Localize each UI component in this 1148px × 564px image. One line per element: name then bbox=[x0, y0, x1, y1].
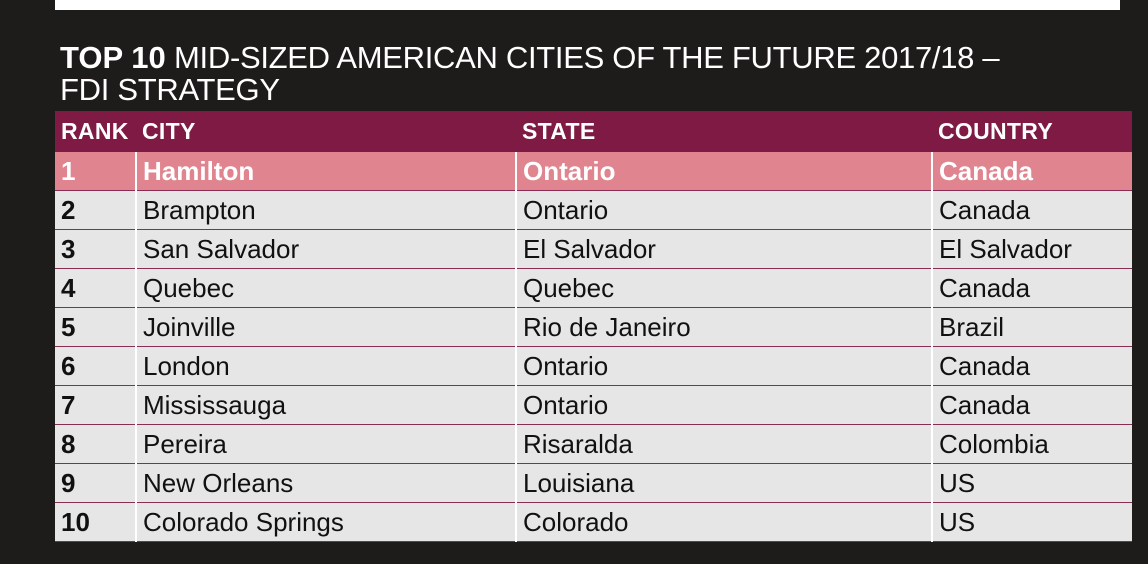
header-state: STATE bbox=[516, 111, 932, 152]
rank-cell: 1 bbox=[55, 152, 137, 191]
rank-cell: 4 bbox=[55, 268, 137, 308]
state-cell: Ontario bbox=[516, 152, 933, 191]
table-row: 9 New Orleans Louisiana US bbox=[55, 463, 1132, 503]
city-cell: Mississauga bbox=[136, 385, 517, 425]
table-row: 8 Pereira Risaralda Colombia bbox=[55, 424, 1132, 464]
country-cell: El Salvador bbox=[932, 229, 1132, 269]
rank-cell: 5 bbox=[55, 307, 137, 347]
state-cell: Colorado bbox=[516, 502, 933, 542]
title-strong: TOP 10 bbox=[60, 40, 166, 75]
table-row: 6 London Ontario Canada bbox=[55, 346, 1132, 386]
country-cell: Canada bbox=[932, 190, 1132, 230]
state-cell: Quebec bbox=[516, 268, 933, 308]
rank-cell: 10 bbox=[55, 502, 137, 542]
rank-cell: 3 bbox=[55, 229, 137, 269]
rank-cell: 9 bbox=[55, 463, 137, 503]
city-cell: London bbox=[136, 346, 517, 386]
table-row: 3 San Salvador El Salvador El Salvador bbox=[55, 229, 1132, 269]
state-cell: Ontario bbox=[516, 385, 933, 425]
table-header-row: RANK CITY STATE COUNTRY bbox=[55, 111, 1132, 152]
state-cell: Rio de Janeiro bbox=[516, 307, 933, 347]
header-country: COUNTRY bbox=[932, 111, 1132, 152]
rank-cell: 8 bbox=[55, 424, 137, 464]
city-cell: Joinville bbox=[136, 307, 517, 347]
table-row: 5 Joinville Rio de Janeiro Brazil bbox=[55, 307, 1132, 347]
rank-cell: 6 bbox=[55, 346, 137, 386]
table-row: 7 Mississauga Ontario Canada bbox=[55, 385, 1132, 425]
page-title: TOP 10 MID-SIZED AMERICAN CITIES OF THE … bbox=[60, 42, 1120, 106]
rank-cell: 2 bbox=[55, 190, 137, 230]
country-cell: US bbox=[932, 463, 1132, 503]
country-cell: Canada bbox=[932, 268, 1132, 308]
header-city: CITY bbox=[136, 111, 516, 152]
city-cell: New Orleans bbox=[136, 463, 517, 503]
table-row: 10 Colorado Springs Colorado US bbox=[55, 502, 1132, 542]
top-panel bbox=[55, 0, 1120, 10]
rankings-table: RANK CITY STATE COUNTRY 1 Hamilton Ontar… bbox=[55, 111, 1132, 542]
country-cell: Canada bbox=[932, 385, 1132, 425]
city-cell: Brampton bbox=[136, 190, 517, 230]
title-line2: FDI STRATEGY bbox=[60, 72, 280, 107]
city-cell: Quebec bbox=[136, 268, 517, 308]
state-cell: Ontario bbox=[516, 190, 933, 230]
city-cell: Hamilton bbox=[136, 152, 517, 191]
state-cell: Louisiana bbox=[516, 463, 933, 503]
country-cell: US bbox=[932, 502, 1132, 542]
state-cell: Risaralda bbox=[516, 424, 933, 464]
table-row: 4 Quebec Quebec Canada bbox=[55, 268, 1132, 308]
title-rest: MID-SIZED AMERICAN CITIES OF THE FUTURE … bbox=[165, 40, 1000, 75]
state-cell: El Salvador bbox=[516, 229, 933, 269]
table-row: 2 Brampton Ontario Canada bbox=[55, 190, 1132, 230]
city-cell: San Salvador bbox=[136, 229, 517, 269]
table-row: 1 Hamilton Ontario Canada bbox=[55, 152, 1132, 191]
city-cell: Colorado Springs bbox=[136, 502, 517, 542]
country-cell: Canada bbox=[932, 152, 1132, 191]
rank-cell: 7 bbox=[55, 385, 137, 425]
country-cell: Canada bbox=[932, 346, 1132, 386]
header-rank: RANK bbox=[55, 111, 136, 152]
city-cell: Pereira bbox=[136, 424, 517, 464]
country-cell: Brazil bbox=[932, 307, 1132, 347]
state-cell: Ontario bbox=[516, 346, 933, 386]
country-cell: Colombia bbox=[932, 424, 1132, 464]
